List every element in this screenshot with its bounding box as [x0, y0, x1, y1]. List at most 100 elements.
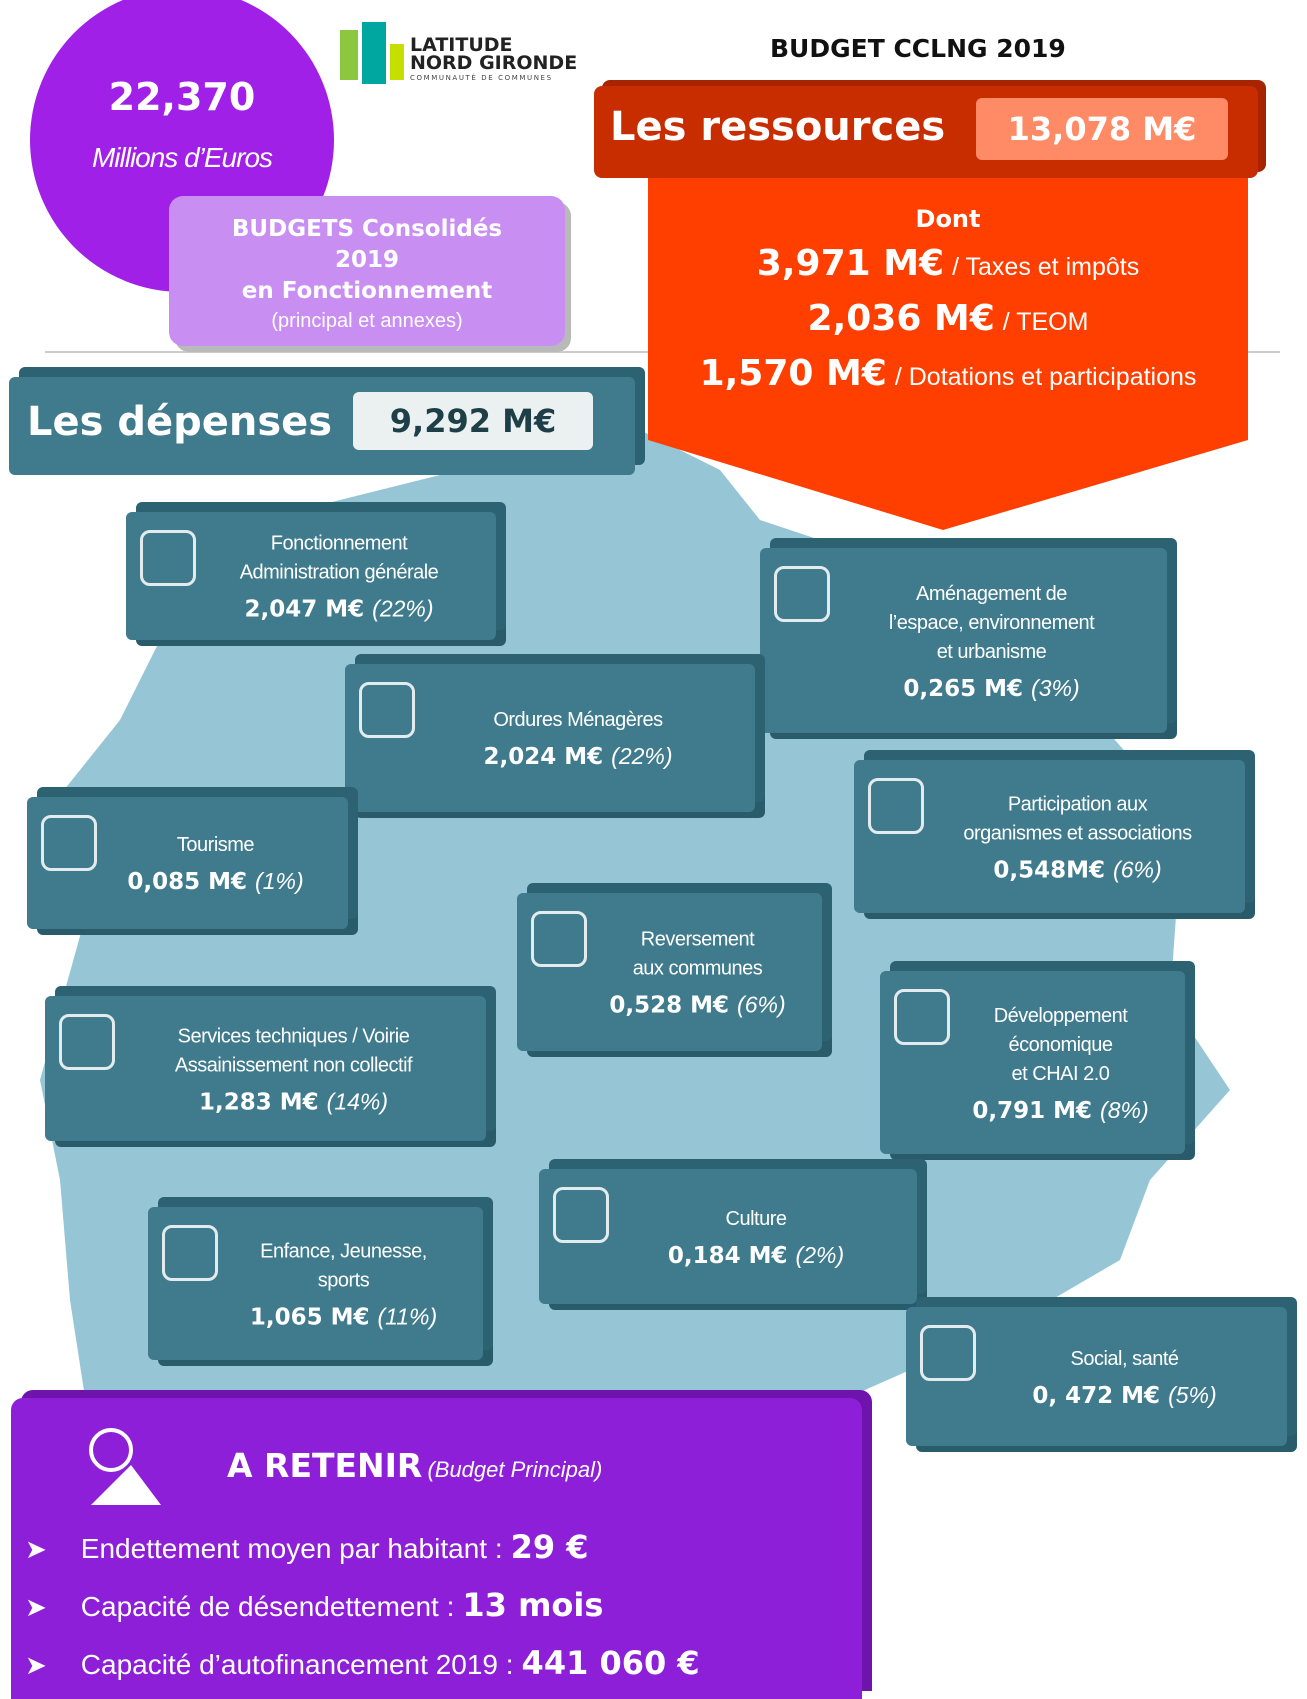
resource-label: / TEOM [1002, 308, 1089, 336]
expense-amount-row: 0,791 M€ (8%) [950, 1097, 1171, 1124]
expenses-header: Les dépenses 9,292 M€ [9, 377, 635, 475]
expense-amount: 1,283 M€ [198, 1089, 319, 1115]
expense-icon [868, 778, 924, 834]
resource-item: 2,036 M€ / TEOM [648, 298, 1248, 339]
expense-label: Services techniques / Voirie [177, 1025, 410, 1047]
expense-amount-row: 0,548M€ (6%) [924, 856, 1231, 883]
retain-label: Capacité d’autofinancement 2019 : [80, 1649, 514, 1680]
expense-amount: 0, 472 M€ [1032, 1382, 1161, 1409]
resource-item: 3,971 M€ / Taxes et impôts [648, 243, 1248, 284]
bullet: ➤ [25, 1535, 47, 1565]
expense-box: Services techniques / Voirie Assainisseme… [45, 996, 486, 1141]
retain-label: Endettement moyen par habitant : [80, 1533, 503, 1564]
expenses-amount: 9,292 M€ [353, 392, 593, 450]
retain-value: 441 060 € [521, 1644, 700, 1682]
bullet: ➤ [25, 1651, 47, 1681]
expense-text: Social, santé 0, 472 M€ (5%) [976, 1345, 1273, 1409]
gap [247, 869, 255, 895]
expense-label: Fonctionnement [270, 532, 408, 555]
expense-amount: 2,047 M€ [244, 596, 365, 623]
expense-share: (14%) [326, 1088, 389, 1114]
expense-share: (6%) [737, 991, 786, 1018]
expense-icon [553, 1187, 609, 1243]
logo [340, 22, 404, 84]
expense-icon [59, 1014, 115, 1070]
expense-amount: 0,085 M€ [127, 869, 248, 895]
expense-share: (6%) [1113, 856, 1162, 882]
expense-icon [531, 911, 587, 967]
expense-box: Reversement aux communes 0,528 M€ (6%) [517, 893, 822, 1051]
logo-line2: NORD GIRONDE [410, 52, 578, 74]
expense-amount: 0,548M€ [993, 857, 1106, 883]
expense-share: (11%) [377, 1303, 438, 1329]
retain-subtitle: (Budget Principal) [427, 1457, 603, 1482]
expense-label: organismes et associations [963, 822, 1192, 844]
expense-label: Reversement [640, 928, 755, 951]
total-value: 22,370 [108, 75, 256, 119]
expense-icon [359, 682, 415, 738]
expense-share: (22%) [611, 743, 673, 769]
expense-box: Culture 0,184 M€ (2%) [539, 1169, 917, 1304]
bullet: ➤ [25, 1593, 47, 1623]
resource-label: / Taxes et impôts [952, 253, 1140, 281]
expense-share: (2%) [795, 1241, 845, 1268]
resource-amount: 1,570 M€ [699, 353, 887, 394]
gap [1092, 1098, 1100, 1124]
expense-amount-row: 0,265 M€ (3%) [830, 675, 1153, 702]
expense-text: Développement économique et CHAI 2.0 0,791 … [950, 1002, 1171, 1124]
gap [1160, 1383, 1168, 1409]
resources-intro: Dont [915, 205, 981, 233]
expense-label: Aménagement de [916, 582, 1067, 605]
retain-icon [89, 1428, 161, 1505]
gap [369, 1304, 377, 1330]
expense-share: (22%) [372, 595, 434, 622]
expense-amount: 2,024 M€ [483, 744, 604, 770]
resource-amount: 3,971 M€ [756, 243, 945, 284]
logo-line1: LATITUDE [410, 34, 513, 56]
retain-item: ➤ Capacité de désendettement :13 mois [25, 1586, 603, 1624]
logo-sub: COMMUNAUTÉ DE COMMUNES [410, 74, 553, 82]
expense-amount: 1,065 M€ [249, 1304, 370, 1330]
expense-box: Fonctionnement Administration générale 2,0… [126, 512, 496, 640]
resources-header: Les ressources 13,078 M€ [594, 86, 1258, 178]
page-title: BUDGET CCLNG 2019 [770, 34, 1066, 63]
expense-box: Aménagement de l’espace, environnement et … [760, 548, 1167, 733]
expense-label: Ordures Ménagères [493, 709, 663, 731]
expense-label: Culture [725, 1207, 787, 1230]
expense-label: Assainissement non collectif [174, 1054, 413, 1076]
expense-amount-row: 0,184 M€ (2%) [609, 1242, 903, 1269]
resources-arrow [648, 177, 1248, 530]
retain-item: ➤ Endettement moyen par habitant :29 € [25, 1528, 589, 1566]
expense-box: Social, santé 0, 472 M€ (5%) [906, 1307, 1287, 1446]
expenses-label: Les dépenses [27, 399, 333, 445]
expense-text: Tourisme 0,085 M€ (1%) [97, 831, 334, 895]
gap [603, 744, 611, 770]
expense-label: Administration générale [239, 561, 439, 584]
expense-box: Participation aux organismes et associati… [854, 760, 1245, 913]
expense-amount-row: 2,024 M€ (22%) [415, 743, 741, 770]
gap [788, 1243, 796, 1269]
gap [1105, 857, 1113, 883]
expense-box: Développement économique et CHAI 2.0 0,791 … [880, 971, 1185, 1154]
expense-amount-row: 2,047 M€ (22%) [196, 596, 482, 623]
expense-amount-row: 1,065 M€ (11%) [218, 1303, 469, 1330]
expense-amount: 0,184 M€ [667, 1242, 788, 1269]
retain-value: 13 mois [462, 1586, 604, 1624]
gap [319, 1089, 327, 1115]
expense-label: Participation aux [1007, 793, 1148, 815]
expense-label: l’espace, environnement [888, 611, 1095, 634]
expense-box: Ordures Ménagères 2,024 M€ (22%) [345, 664, 755, 812]
expense-share: (3%) [1031, 674, 1080, 701]
expense-label: aux communes [632, 957, 763, 980]
expense-label: sports [317, 1269, 370, 1291]
expense-box: Enfance, Jeunesse, sports 1,065 M€ (11%) [148, 1207, 483, 1360]
expense-icon [774, 566, 830, 622]
resources-items: 3,971 M€ / Taxes et impôts 2,036 M€ / TEOM 1… [648, 243, 1248, 394]
expense-text: Culture 0,184 M€ (2%) [609, 1205, 903, 1269]
expense-icon [162, 1225, 218, 1281]
expense-icon [140, 530, 196, 586]
retain-value: 29 € [510, 1528, 589, 1566]
expense-text: Participation aux organismes et associati… [924, 790, 1231, 883]
gap [729, 993, 737, 1019]
total-unit: Millions d’Euros [91, 142, 273, 173]
